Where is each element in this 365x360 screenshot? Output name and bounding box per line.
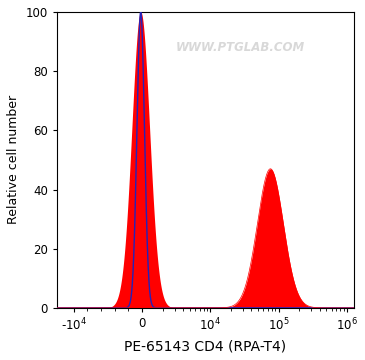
Y-axis label: Relative cell number: Relative cell number	[7, 95, 20, 225]
X-axis label: PE-65143 CD4 (RPA-T4): PE-65143 CD4 (RPA-T4)	[124, 339, 286, 353]
Text: WWW.PTGLAB.COM: WWW.PTGLAB.COM	[176, 41, 306, 54]
